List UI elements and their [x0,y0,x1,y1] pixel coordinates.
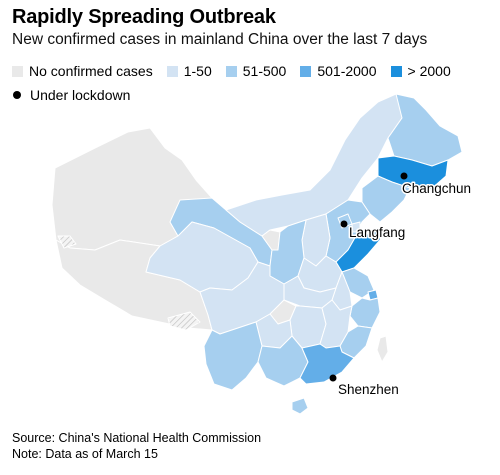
legend-item-1-50: 1-50 [166,63,212,79]
legend-item-over-2000: > 2000 [390,63,451,79]
legend-lockdown-row: Under lockdown [12,86,492,104]
legend-swatch [300,65,312,77]
lockdown-marker-changchun [400,172,408,180]
region-henan [297,255,343,293]
region-zhejiang [349,297,381,329]
region-hubei [283,275,337,309]
footer: Source: China's National Health Commissi… [12,430,261,462]
legend-swatch [166,65,178,77]
region-heilongjiang [387,93,463,167]
legend-swatch [390,65,402,77]
legend-label: 51-500 [242,63,287,79]
lockdown-marker-langfang [340,220,348,228]
legend-lockdown-label: Under lockdown [30,87,131,103]
disputed-area-south [167,311,201,331]
lockdown-marker-shenzhen [329,374,337,382]
legend-item-501-2000: 501-2000 [300,63,377,79]
legend-item-51-500: 51-500 [225,63,287,79]
region-hainan [291,397,309,415]
region-yunnan [203,321,263,391]
disputed-area-west [57,235,77,249]
legend-label: 1-50 [183,63,212,79]
city-label-changchun: Changchun [402,181,471,196]
chart-subtitle: New confirmed cases in mainland China ov… [12,31,428,48]
chart-title: Rapidly Spreading Outbreak [12,6,276,28]
legend-swatch [12,65,23,77]
legend-label: > 2000 [407,63,451,79]
date-note: Note: Data as of March 15 [12,447,158,461]
lockdown-dot-icon [13,91,21,99]
legend-color-row: No confirmed cases 1-50 51-500 501-2000 … [12,62,492,80]
legend-item-none: No confirmed cases [12,63,153,79]
legend-label: 501-2000 [317,63,377,79]
city-label-shenzhen: Shenzhen [338,382,399,397]
legend-label: No confirmed cases [29,63,153,79]
legend-swatch [225,65,237,77]
city-label-langfang: Langfang [349,225,405,240]
region-tianjin [351,221,361,233]
source-note: Source: China's National Health Commissi… [12,431,262,445]
region-guangdong [299,343,355,385]
legend: No confirmed cases 1-50 51-500 501-2000 … [12,62,492,110]
region-taiwan [376,335,389,363]
